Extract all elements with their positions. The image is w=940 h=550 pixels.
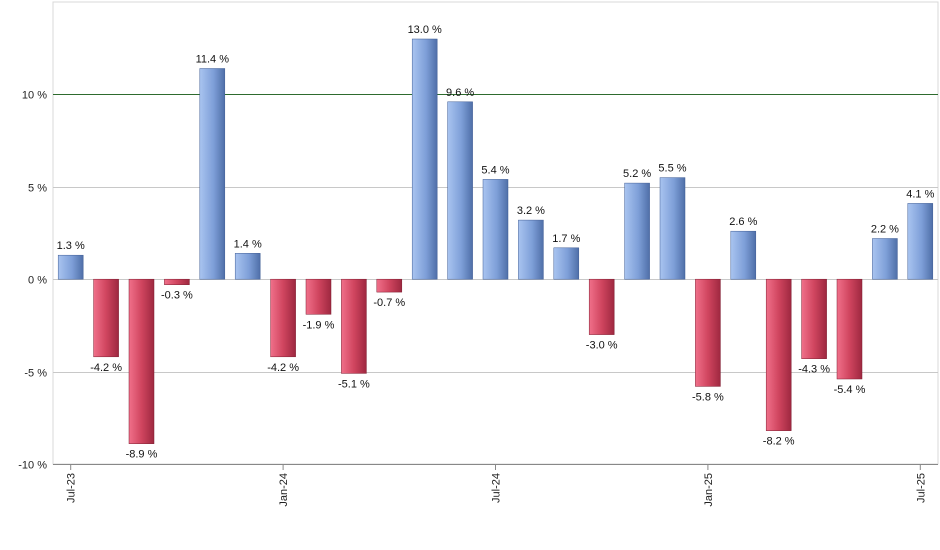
data-label: -3.0 % — [586, 340, 618, 352]
bar-Jul-24 — [482, 179, 509, 280]
bar-Aug-24 — [518, 219, 544, 280]
y-tick-label: 10 % — [22, 90, 47, 102]
data-label: 13.0 % — [408, 24, 442, 36]
x-tick-label: Jan-25 — [703, 473, 715, 507]
bar-Jun-24 — [447, 101, 473, 280]
bar-Sep-24 — [553, 247, 580, 280]
y-tick-label: -10 % — [18, 460, 47, 472]
bar-Mar-25 — [765, 278, 792, 431]
data-label: -5.4 % — [834, 384, 866, 396]
data-label: -5.1 % — [338, 378, 370, 390]
bar-Jan-25 — [695, 278, 721, 387]
data-label: 1.3 % — [57, 240, 85, 252]
bar-Jan-24 — [270, 278, 296, 358]
bar-Jul-23 — [57, 254, 84, 280]
bars — [57, 38, 934, 444]
bar-Mar-24 — [341, 278, 367, 374]
data-label: -5.8 % — [692, 391, 724, 403]
bar-Aug-23 — [93, 278, 119, 358]
data-label: 11.4 % — [196, 54, 230, 66]
data-labels: 1.3 % -4.2 % -8.9 % -0.3 % 11.4 % 1.4 % -4.2 %… — [57, 24, 935, 461]
bar-Dec-23 — [234, 253, 261, 280]
data-label: 4.1 % — [906, 188, 934, 200]
bar-Dec-24 — [659, 177, 686, 280]
bar-Nov-23 — [199, 68, 226, 280]
y-tick-label: -5 % — [24, 368, 47, 380]
axes: -10 % -5 % 0 % 5 % 10 % Jul-23 Jan-24 Jul-24 Jan… — [18, 90, 938, 507]
data-label: 9.6 % — [446, 87, 474, 99]
data-label: -1.9 % — [303, 319, 335, 331]
bar-Jun-25 — [872, 238, 898, 280]
bar-Sep-23 — [128, 278, 155, 444]
x-tick-label: Jan-24 — [278, 473, 290, 507]
data-label: 2.2 % — [871, 224, 899, 236]
y-tick-label: 0 % — [28, 275, 47, 287]
x-tick-label: Jul-24 — [491, 473, 503, 503]
data-label: 3.2 % — [517, 205, 545, 217]
y-tick-label: 5 % — [28, 183, 47, 195]
bar-Feb-24 — [305, 278, 332, 315]
bar-Apr-25 — [801, 278, 827, 359]
bar-Jul-25 — [907, 203, 934, 280]
bar-May-25 — [836, 278, 863, 380]
data-label: 5.4 % — [481, 164, 509, 176]
x-tick-label: Jul-23 — [66, 473, 78, 503]
data-label: -4.3 % — [798, 364, 830, 376]
bar-Nov-24 — [624, 182, 650, 280]
data-label: -4.2 % — [267, 362, 299, 374]
bar-Apr-24 — [376, 278, 403, 293]
data-label: -8.9 % — [126, 449, 158, 461]
bar-Feb-25 — [730, 230, 757, 280]
data-label: 2.6 % — [729, 216, 757, 228]
data-label: 1.4 % — [234, 238, 262, 250]
bar-Oct-23 — [164, 278, 190, 285]
data-label: -8.2 % — [763, 436, 795, 448]
data-label: 1.7 % — [552, 233, 580, 245]
data-label: -4.2 % — [90, 362, 122, 374]
data-label: -0.7 % — [373, 297, 405, 309]
data-label: 5.5 % — [658, 163, 686, 175]
bar-May-24 — [411, 38, 438, 280]
x-tick-label: Jul-25 — [915, 473, 927, 503]
data-label: 5.2 % — [623, 168, 651, 180]
data-label: -0.3 % — [161, 290, 193, 302]
bar-Oct-24 — [588, 278, 615, 335]
